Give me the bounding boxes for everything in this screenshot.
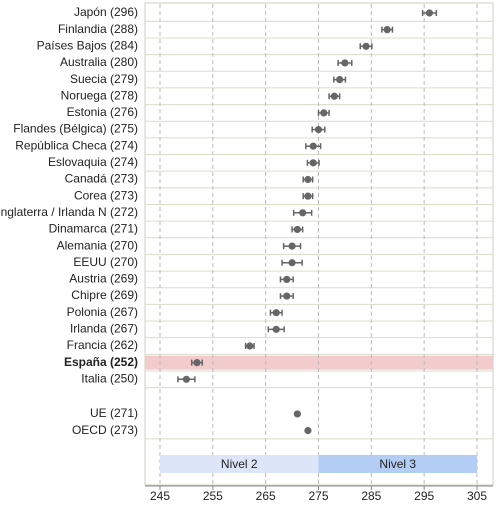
- band-label: Nivel 2: [221, 457, 258, 471]
- dot: [288, 259, 296, 267]
- category-label: Estonia (276): [67, 105, 138, 119]
- category-label: España (252): [64, 355, 138, 369]
- dot: [304, 192, 312, 200]
- dot: [272, 309, 280, 317]
- category-label: OECD (273): [72, 423, 138, 437]
- category-label: Italia (250): [81, 371, 138, 385]
- x-tick-label: 305: [467, 489, 487, 503]
- dot: [362, 42, 370, 50]
- category-label: Finlandia (288): [58, 22, 138, 36]
- dot: [314, 125, 323, 134]
- category-label: Inglaterra / Irlanda N (272): [0, 205, 138, 219]
- dot: [272, 325, 280, 333]
- dot: [304, 175, 312, 184]
- dot: [299, 209, 307, 217]
- category-label: EEUU (270): [73, 255, 138, 269]
- category-label: Austria (269): [69, 272, 138, 286]
- band-label: Nivel 3: [379, 457, 416, 471]
- category-label: UE (271): [90, 406, 138, 420]
- x-tick-label: 265: [256, 489, 276, 503]
- dot: [341, 59, 349, 67]
- dot: [182, 375, 191, 383]
- category-label: Suecia (279): [70, 72, 138, 86]
- dot: [336, 76, 344, 84]
- category-label: Canadá (273): [65, 172, 138, 186]
- x-tick-label: 275: [308, 489, 328, 503]
- dot: [330, 92, 338, 100]
- dot: [309, 159, 317, 167]
- dot: [193, 359, 201, 367]
- category-label: Alemania (270): [57, 238, 138, 252]
- level-band: [318, 455, 477, 473]
- x-tick-label: 255: [203, 489, 223, 503]
- category-label: Países Bajos (284): [37, 38, 138, 52]
- category-label: Noruega (278): [61, 88, 138, 102]
- dot: [383, 26, 391, 34]
- category-label: Corea (273): [74, 188, 138, 202]
- category-label: Irlanda (267): [70, 322, 138, 336]
- x-tick-label: 295: [414, 489, 434, 503]
- dot: [288, 242, 296, 250]
- category-label: Australia (280): [60, 55, 138, 69]
- dot: [320, 109, 328, 117]
- dot: [425, 9, 434, 17]
- dot: [293, 225, 301, 234]
- category-label: Japón (296): [74, 5, 138, 19]
- dot: [304, 427, 312, 435]
- category-label: Eslovaquia (274): [48, 155, 138, 169]
- dot: [283, 292, 291, 300]
- level-band: [160, 455, 319, 473]
- dot: [246, 342, 254, 350]
- dot: [283, 275, 291, 283]
- category-label: República Checa (274): [15, 138, 138, 152]
- category-label: Polonia (267): [67, 305, 138, 319]
- category-label: Flandes (Bélgica) (275): [13, 122, 138, 136]
- category-label: Chipre (269): [71, 288, 138, 302]
- category-label: Francia (262): [67, 338, 138, 352]
- dot: [293, 410, 301, 418]
- category-label: Dinamarca (271): [49, 222, 138, 236]
- dot: [309, 142, 317, 150]
- x-tick-label: 245: [150, 489, 170, 503]
- x-tick-label: 285: [361, 489, 381, 503]
